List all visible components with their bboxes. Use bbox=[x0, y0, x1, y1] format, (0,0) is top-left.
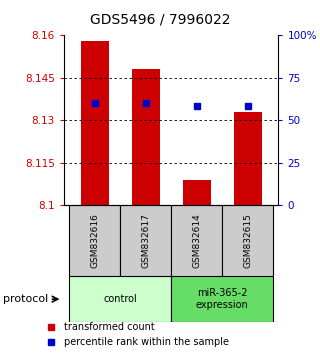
Bar bbox=[171, 276, 273, 322]
Text: percentile rank within the sample: percentile rank within the sample bbox=[64, 337, 229, 347]
Bar bbox=[120, 205, 171, 276]
Text: GSM832615: GSM832615 bbox=[243, 213, 252, 268]
Bar bbox=[222, 205, 273, 276]
Text: control: control bbox=[103, 294, 137, 304]
Bar bbox=[81, 41, 109, 205]
Bar bbox=[69, 276, 171, 322]
Text: miR-365-2
expression: miR-365-2 expression bbox=[196, 288, 249, 310]
Text: GSM832617: GSM832617 bbox=[141, 213, 150, 268]
Text: transformed count: transformed count bbox=[64, 322, 155, 332]
Text: GSM832616: GSM832616 bbox=[90, 213, 99, 268]
Bar bbox=[171, 205, 222, 276]
Bar bbox=[132, 69, 160, 205]
Bar bbox=[234, 112, 262, 205]
Text: GDS5496 / 7996022: GDS5496 / 7996022 bbox=[90, 12, 230, 27]
Bar bbox=[183, 180, 211, 205]
Text: GSM832614: GSM832614 bbox=[192, 213, 201, 268]
Bar bbox=[69, 205, 120, 276]
Text: protocol: protocol bbox=[3, 294, 48, 304]
